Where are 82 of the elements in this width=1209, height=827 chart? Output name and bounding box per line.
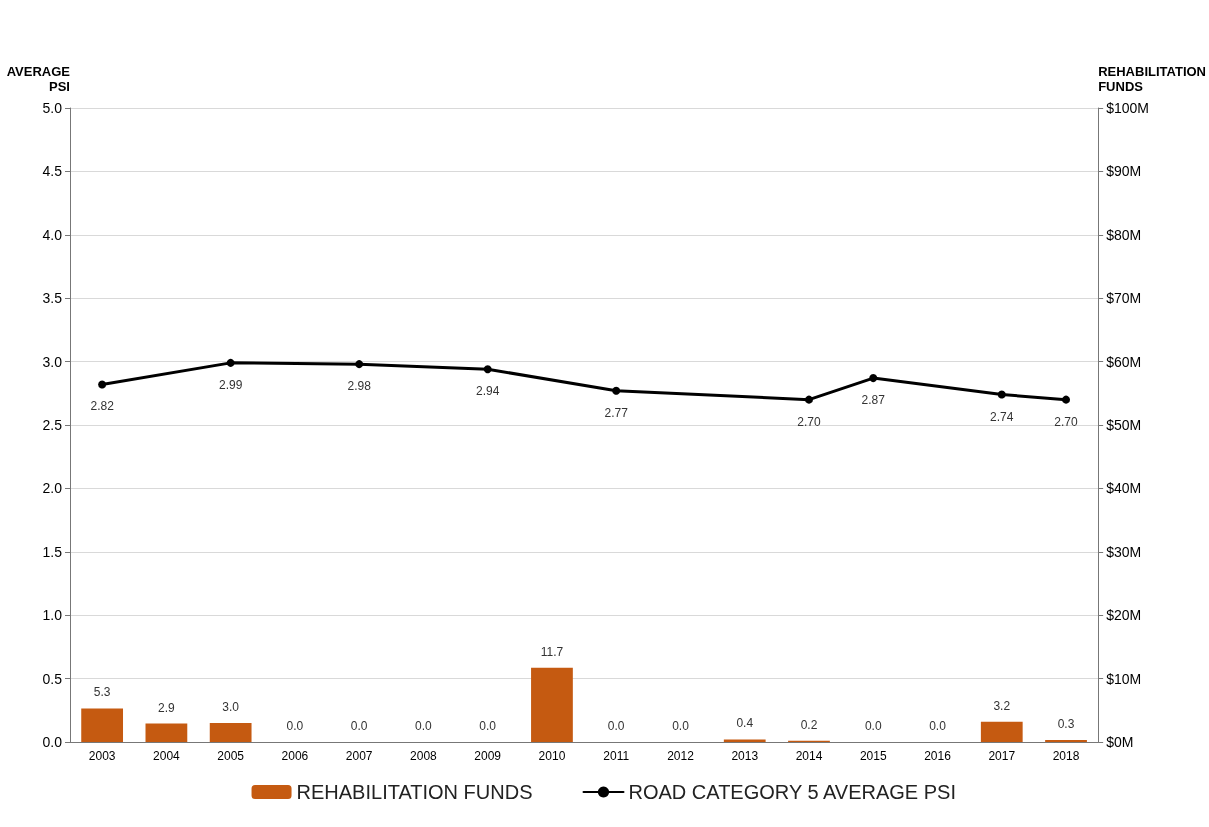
y-tick-label: 1.5 <box>42 543 63 560</box>
point <box>997 390 1006 399</box>
data-label: 2.99 <box>218 377 243 392</box>
data-label: 0.0 <box>864 719 882 733</box>
x-tick-label: 2012 <box>667 749 695 763</box>
x-tick-label: 2008 <box>410 749 438 763</box>
y2-tick-label: $80M <box>1106 226 1142 243</box>
x-tick-label: 2009 <box>474 749 502 763</box>
x-tick-label: 2007 <box>345 749 373 763</box>
data-label: 0.0 <box>479 719 497 733</box>
data-label: 3.0 <box>222 699 240 714</box>
y2-tick-label: $50M <box>1106 417 1142 433</box>
y-tick-label: 0.0 <box>42 734 63 750</box>
bar <box>81 708 124 742</box>
data-label: 0.4 <box>736 716 754 731</box>
data-label: 2.98 <box>347 379 372 394</box>
y-tick-label: 1.0 <box>42 607 63 624</box>
point <box>355 360 364 369</box>
x-tick-label: 2006 <box>281 749 309 763</box>
bar <box>209 722 252 742</box>
data-label: 2.82 <box>90 399 115 414</box>
point <box>869 374 878 383</box>
data-label: 0.0 <box>929 719 947 733</box>
y-tick-label: 3.5 <box>42 290 63 307</box>
x-tick-label: 2010 <box>538 749 566 763</box>
data-label: 2.74 <box>990 409 1014 424</box>
y-tick-label: 2.5 <box>42 417 63 433</box>
y2-tick-label: $90M <box>1106 163 1142 180</box>
data-label: 2.77 <box>604 405 629 420</box>
data-label: 2.94 <box>476 384 500 399</box>
legend-label: REHABILITATION FUNDS <box>296 781 533 803</box>
y2-axis-title: REHABILITATION FUNDS <box>1098 64 1206 94</box>
x-tick-label: 2014 <box>795 749 823 763</box>
bar <box>145 723 188 742</box>
x-tick-label: 2003 <box>88 749 116 763</box>
legend-label: ROAD CATEGORY 5 AVERAGE PSI <box>628 781 956 803</box>
y-axis-title: AVERAGE PSI <box>6 64 71 94</box>
bar <box>723 739 766 742</box>
y2-tick-label: $10M <box>1106 670 1142 687</box>
data-label: 2.70 <box>797 414 821 429</box>
x-tick-label: 2004 <box>153 749 181 763</box>
x-tick-label: 2013 <box>731 749 759 763</box>
y2-tick-label: $60M <box>1106 353 1142 370</box>
data-label: 5.3 <box>93 685 111 700</box>
point <box>612 386 621 395</box>
y-tick-label: 4.0 <box>42 226 63 243</box>
x-tick-label: 2016 <box>924 749 952 763</box>
y2-tick-label: $30M <box>1106 543 1142 560</box>
x-tick-label: 2011 <box>603 749 630 763</box>
data-label: 2.9 <box>158 700 176 715</box>
data-label: 0.0 <box>607 719 625 733</box>
y2-tick-label: $20M <box>1106 607 1142 624</box>
point <box>98 380 107 389</box>
y-tick-label: 0.5 <box>42 670 63 687</box>
y-tick-label: 5.0 <box>42 100 63 116</box>
data-label: 2.70 <box>1054 414 1079 429</box>
y2-tick-label: $0M <box>1106 734 1134 750</box>
y2-tick-label: $100M <box>1106 100 1149 116</box>
bar <box>531 667 573 742</box>
data-label: 0.0 <box>350 719 368 733</box>
point <box>226 358 235 367</box>
data-label: 0.0 <box>672 719 690 733</box>
y2-tick-label: $70M <box>1106 290 1142 307</box>
data-label: 3.2 <box>993 698 1011 713</box>
data-label: 0.2 <box>800 717 818 732</box>
point <box>805 395 813 404</box>
data-label: 0.0 <box>415 719 433 733</box>
data-label: 2.87 <box>861 393 886 408</box>
y-tick-label: 2.0 <box>42 480 63 497</box>
y-tick-label: 3.0 <box>42 353 63 370</box>
x-tick-label: 2005 <box>217 749 245 763</box>
data-label: 0.0 <box>286 719 304 733</box>
x-tick-label: 2017 <box>988 749 1016 763</box>
x-tick-label: 2015 <box>859 749 887 763</box>
bar <box>980 721 1023 742</box>
data-label: 11.7 <box>540 644 564 659</box>
y2-tick-label: $40M <box>1106 480 1142 497</box>
y-tick-label: 4.5 <box>42 163 63 180</box>
point <box>1062 395 1071 404</box>
data-label: 0.3 <box>1057 717 1075 732</box>
x-tick-label: 2018 <box>1052 749 1080 763</box>
point <box>483 365 492 374</box>
